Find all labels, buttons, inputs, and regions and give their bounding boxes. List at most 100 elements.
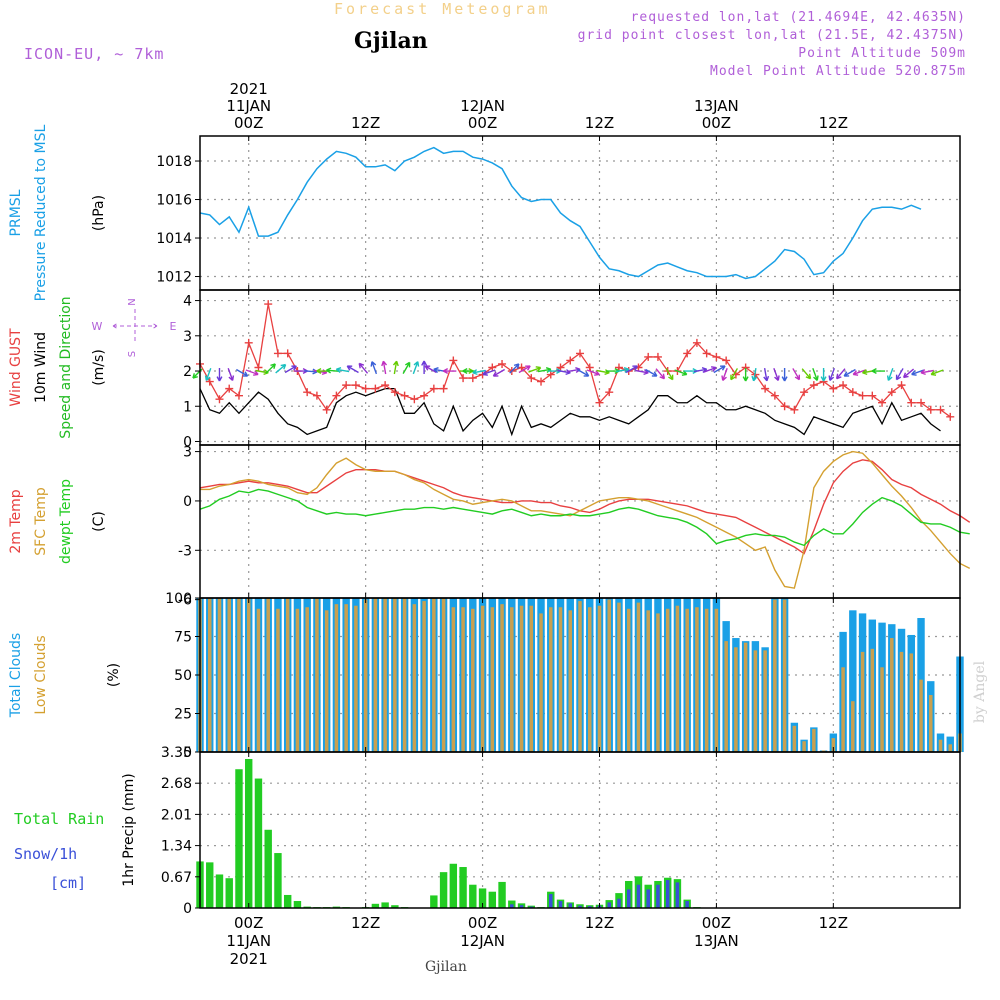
wind-direction-arrow [346,365,359,374]
low-cloud-bar [402,598,407,752]
time-label-top: 00Z [702,114,731,132]
low-cloud-bar [851,701,855,752]
footer-location: Gjilan [425,959,467,975]
wind-direction-arrow [482,369,496,376]
low-cloud-bar [568,610,573,752]
low-cloud-bar [500,604,504,752]
rain-bar [439,872,448,908]
y-tick-label: 100 [165,591,192,607]
wind-gust-marker [868,391,877,400]
wind-direction-arrow [462,368,476,375]
time-label-bottom: 00Z [468,914,497,932]
wind-gust-marker [303,388,312,397]
y-tick-label: 1016 [156,193,192,209]
wind-gust-marker [936,405,945,414]
time-label-bottom: 13JAN [694,932,739,950]
snow-bar [519,905,524,908]
low-cloud-bar [558,607,563,752]
low-cloud-bar [831,738,836,752]
low-cloud-bar [724,641,728,752]
low-cloud-bar [734,647,738,752]
wind-direction-arrow [528,366,542,373]
time-label-bottom: 12Z [351,914,380,932]
low-cloud-bar [919,679,923,752]
panel-frame [199,751,961,909]
wind-gust-marker [653,352,662,361]
wind-gust-marker [205,377,214,386]
snow-bar [685,901,689,908]
rain-bar [488,891,497,908]
y-tick-label: 1.34 [161,839,192,855]
time-label-bottom: 12JAN [460,932,505,950]
rain-bar [225,878,233,908]
low-cloud-bar [753,650,758,752]
low-cloud-bar [441,598,446,752]
low-cloud-bar [802,741,806,752]
low-cloud-bar [334,604,339,752]
snow-bar [626,889,631,908]
low-cloud-bar [227,598,231,752]
low-cloud-bar [539,613,543,752]
time-label-bottom: 00Z [702,914,731,932]
low-cloud-bar [695,607,699,752]
wind-direction-arrow [721,367,728,381]
wind-direction-arrow [442,368,457,375]
y-tick-label: -6 [178,593,192,609]
rain-bar [459,867,467,908]
wind-gust-marker [420,391,429,400]
wind-gust-marker [215,395,224,404]
y-tick-label: 2 [183,364,192,380]
wind-direction-arrow [492,368,505,377]
time-label-top: 12JAN [460,97,505,115]
y-tick-label: 3 [183,445,192,461]
low-cloud-bar [480,605,485,752]
wind-gust-marker [439,384,448,393]
model-altitude: Model Point Altitude 520.875m [710,64,966,79]
wind-direction-arrow [518,365,531,374]
low-cloud-bar [675,605,680,752]
time-label-top: 13JAN [694,97,739,115]
panel-label: dewpt Temp [58,479,74,564]
low-cloud-bar [938,739,943,752]
wind-direction-arrow [781,368,788,382]
wind-direction-arrow [236,368,249,377]
wind-gust-marker [371,384,380,393]
time-label-top: 12Z [351,114,380,132]
low-cloud-bar [432,598,436,752]
time-label-top: 11JAN [226,97,271,115]
y-tick-label: 2.01 [161,807,192,823]
wind-gust-marker [342,381,351,390]
rain-bar [449,863,458,908]
snow-bar [617,898,621,908]
wind-gust-marker [488,363,497,372]
wind-gust-marker [848,388,857,397]
wind-direction-arrow [586,369,600,376]
wind-gust-marker [400,391,409,400]
wind-gust-marker [244,338,253,347]
location-title: Gjilan [354,28,428,54]
low-cloud-bar [276,608,280,752]
snow-bar [675,882,680,908]
requested-coords: requested lon,lat (21.4694E, 42.4635N) [630,10,966,25]
pressure-line [199,146,922,280]
total-cloud-bar [849,610,857,752]
panel-label: Low Clouds [33,635,49,714]
wind-gust-marker [468,374,477,383]
y-tick-label: 0 [183,434,192,450]
snow-bar [558,901,563,908]
rain-bar [478,888,487,908]
wind-gust-marker [312,391,321,400]
wind-direction-arrow [693,367,708,373]
temp-line [199,459,971,555]
wind-direction-arrow [828,367,836,381]
low-cloud-bar [207,598,212,752]
y-tick-label: 3 [183,329,192,345]
y-tick-label: 0 [183,745,192,761]
low-cloud-bar [909,653,914,752]
y-tick-label: 0 [183,901,192,917]
wind-direction-arrow [370,361,378,375]
low-cloud-bar [383,598,387,752]
wind-gust-marker [878,398,887,407]
panel-label: Pressure Reduced to MSL [33,124,49,301]
